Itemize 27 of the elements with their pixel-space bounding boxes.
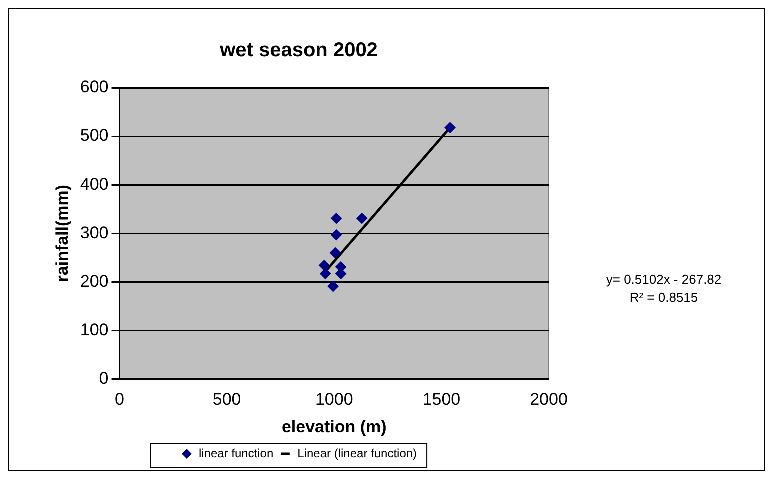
point — [444, 122, 456, 134]
legend-label: Linear (linear function) — [298, 446, 418, 460]
y-tick-label: 500 — [80, 126, 109, 146]
y-tick-label: 600 — [80, 78, 109, 97]
y-tick-label: 300 — [80, 223, 109, 242]
x-tick-label: 1000 — [315, 390, 354, 410]
x-tick-label: 2000 — [530, 390, 568, 410]
point — [320, 268, 332, 280]
legend-label: linear function — [198, 446, 274, 460]
y-tick-label: 0 — [99, 368, 109, 388]
text: y= 0.5102x - 267.82 — [605, 271, 723, 289]
y-axis-title: rainfall(mm) — [52, 184, 72, 282]
chart-title: wet season 2002 — [219, 40, 378, 62]
point — [331, 213, 342, 224]
point — [330, 248, 341, 259]
point — [356, 213, 368, 224]
y-tick-label: 100 — [80, 320, 109, 340]
x-tick-label: 500 — [212, 390, 242, 410]
text: R² = 0.8515 — [628, 289, 700, 307]
y-tick-label: 200 — [80, 272, 109, 291]
x-tick-label: 0 — [115, 390, 124, 410]
point — [319, 260, 330, 272]
y-tick-label: 400 — [80, 174, 109, 194]
point — [331, 230, 342, 241]
x-tick-label: 1500 — [422, 390, 461, 410]
point — [328, 281, 339, 292]
x-axis-title: elevation (m) — [282, 417, 387, 436]
